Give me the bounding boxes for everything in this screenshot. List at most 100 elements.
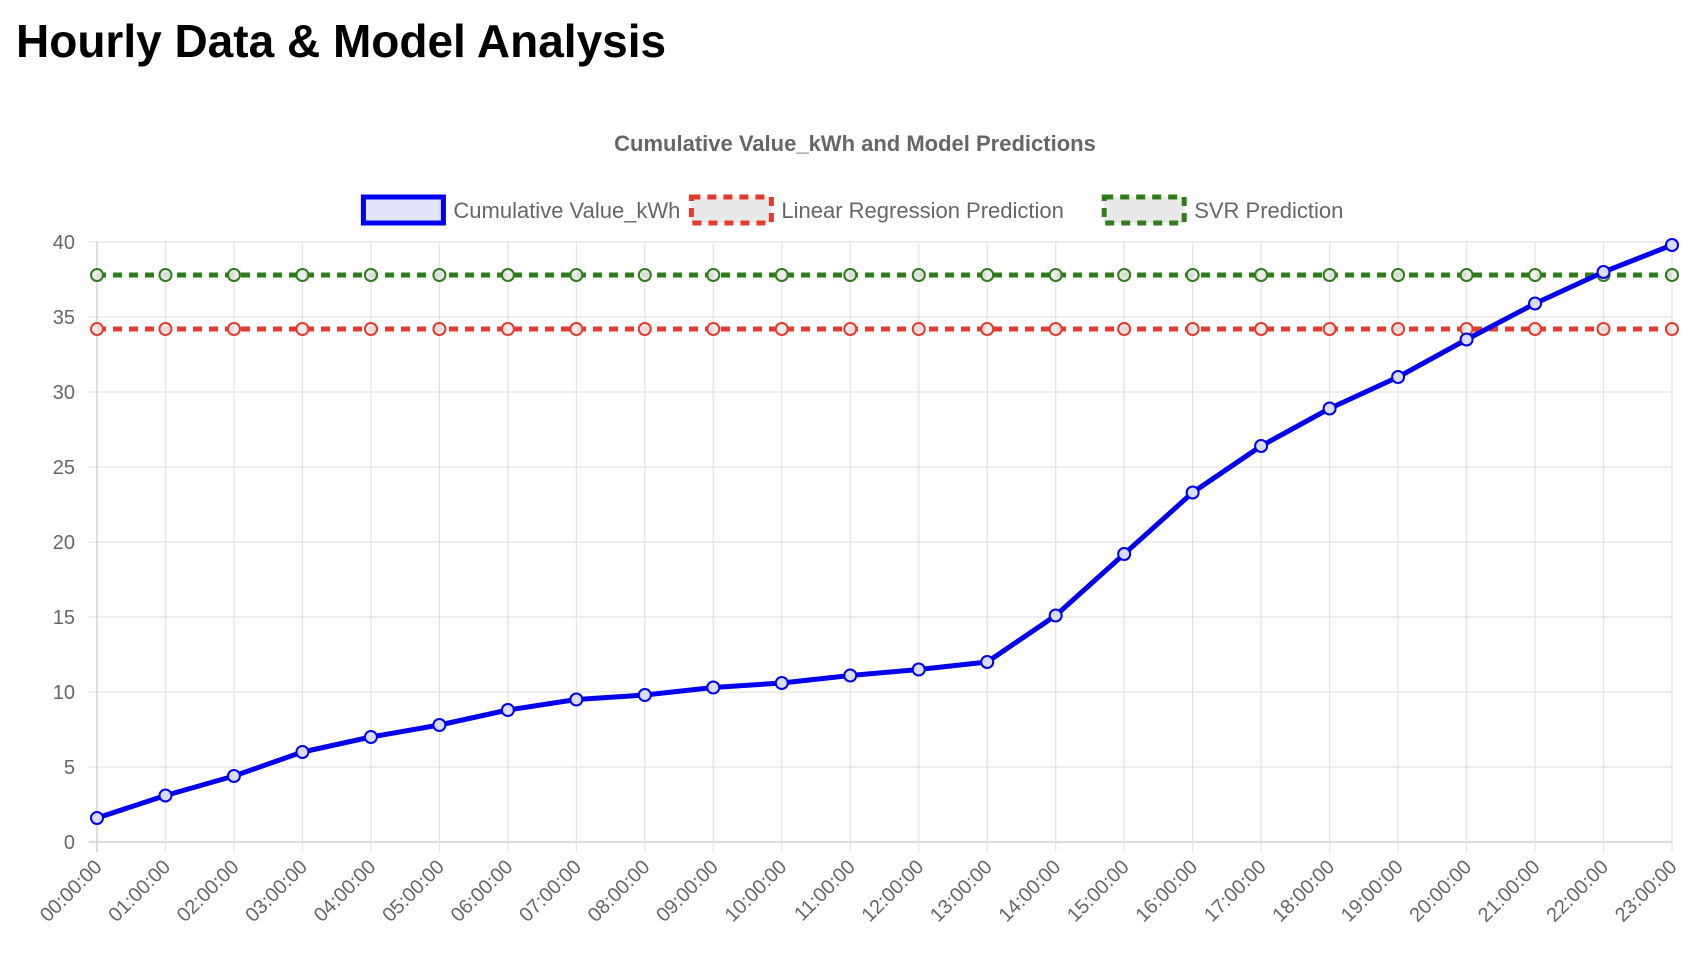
- data-point-0[interactable]: [706, 680, 721, 695]
- y-tick-label: 0: [64, 832, 75, 854]
- legend-item-1[interactable]: Linear Regression Prediction: [688, 194, 1064, 226]
- data-point-1[interactable]: [363, 322, 378, 336]
- data-point-2[interactable]: [637, 268, 652, 282]
- x-tick-label: 09:00:00: [652, 856, 723, 927]
- x-tick-label: 03:00:00: [241, 856, 312, 927]
- data-point-2[interactable]: [500, 268, 515, 282]
- data-point-1[interactable]: [1254, 322, 1269, 336]
- data-point-0[interactable]: [1596, 265, 1611, 279]
- data-point-2[interactable]: [363, 268, 378, 282]
- data-point-1[interactable]: [1665, 322, 1679, 336]
- data-point-0[interactable]: [1391, 370, 1406, 384]
- data-point-2[interactable]: [432, 268, 447, 282]
- x-tick-label: 17:00:00: [1200, 856, 1271, 927]
- data-point-0[interactable]: [1185, 485, 1200, 500]
- data-point-2[interactable]: [1528, 268, 1543, 282]
- data-point-1[interactable]: [1528, 322, 1543, 336]
- data-point-1[interactable]: [90, 322, 104, 336]
- x-tick-label: 06:00:00: [447, 856, 518, 927]
- data-point-2[interactable]: [1459, 268, 1474, 282]
- data-point-2[interactable]: [1117, 268, 1132, 282]
- data-point-0[interactable]: [1322, 401, 1337, 416]
- data-point-2[interactable]: [226, 268, 241, 282]
- y-tick-label: 25: [53, 457, 75, 479]
- data-point-0[interactable]: [1459, 332, 1474, 347]
- data-point-0[interactable]: [90, 811, 104, 825]
- data-point-1[interactable]: [432, 322, 447, 336]
- data-point-2[interactable]: [1322, 268, 1337, 282]
- data-point-0[interactable]: [363, 730, 378, 744]
- data-point-2[interactable]: [911, 268, 926, 282]
- data-point-1[interactable]: [706, 322, 721, 336]
- data-point-1[interactable]: [226, 322, 241, 336]
- data-point-0[interactable]: [843, 668, 858, 683]
- data-point-1[interactable]: [1117, 322, 1132, 336]
- data-point-0[interactable]: [1665, 238, 1679, 252]
- y-tick-label: 35: [53, 307, 75, 329]
- data-point-2[interactable]: [843, 268, 858, 282]
- legend-item-0[interactable]: Cumulative Value_kWh: [360, 194, 680, 226]
- legend-label: Linear Regression Prediction: [781, 198, 1064, 223]
- x-tick-label: 02:00:00: [173, 856, 244, 927]
- x-tick-label: 20:00:00: [1405, 856, 1476, 927]
- data-point-2[interactable]: [774, 268, 789, 282]
- x-tick-label: 15:00:00: [1063, 856, 1134, 927]
- x-tick-label: 04:00:00: [310, 856, 381, 927]
- data-point-2[interactable]: [1665, 268, 1679, 282]
- data-point-0[interactable]: [1117, 547, 1132, 561]
- data-point-0[interactable]: [774, 676, 789, 690]
- x-tick-label: 21:00:00: [1474, 856, 1545, 927]
- y-tick-label: 10: [53, 682, 75, 704]
- legend-swatch: [1101, 194, 1187, 226]
- data-point-1[interactable]: [569, 322, 584, 336]
- data-point-0[interactable]: [432, 718, 447, 732]
- data-point-0[interactable]: [1528, 296, 1543, 311]
- data-point-1[interactable]: [980, 322, 995, 336]
- data-point-2[interactable]: [1048, 268, 1063, 282]
- data-point-2[interactable]: [1391, 268, 1406, 282]
- x-tick-label: 16:00:00: [1132, 856, 1203, 927]
- data-point-0[interactable]: [500, 703, 515, 717]
- data-point-0[interactable]: [980, 655, 995, 669]
- data-point-0[interactable]: [1254, 439, 1269, 453]
- data-point-0[interactable]: [158, 788, 173, 803]
- legend-item-2[interactable]: SVR Prediction: [1101, 194, 1343, 226]
- data-point-0[interactable]: [637, 688, 652, 702]
- data-point-0[interactable]: [569, 692, 584, 707]
- data-point-1[interactable]: [774, 322, 789, 336]
- data-point-2[interactable]: [158, 268, 173, 282]
- data-point-0[interactable]: [1048, 608, 1063, 623]
- data-point-1[interactable]: [1185, 322, 1200, 336]
- data-point-1[interactable]: [843, 322, 858, 336]
- data-point-2[interactable]: [1185, 268, 1200, 282]
- series-line-0: [96, 242, 1673, 821]
- data-point-1[interactable]: [500, 322, 515, 336]
- grid-lines: [89, 241, 1673, 852]
- x-tick-label: 23:00:00: [1611, 856, 1682, 927]
- data-point-1[interactable]: [1322, 322, 1337, 336]
- series-layer: [90, 238, 1679, 825]
- y-tick-label: 40: [53, 232, 75, 254]
- data-point-1[interactable]: [911, 322, 926, 336]
- y-axis: 0 5 10 15 20 25 30 35 40: [53, 232, 75, 854]
- x-tick-label: 05:00:00: [378, 856, 449, 927]
- data-point-2[interactable]: [706, 268, 721, 282]
- data-point-1[interactable]: [1391, 322, 1406, 336]
- data-point-2[interactable]: [90, 268, 104, 282]
- data-point-2[interactable]: [569, 268, 584, 282]
- data-point-2[interactable]: [1254, 268, 1269, 282]
- data-point-1[interactable]: [637, 322, 652, 336]
- data-point-0[interactable]: [295, 745, 310, 759]
- data-point-1[interactable]: [295, 322, 310, 336]
- data-point-2[interactable]: [295, 268, 310, 282]
- data-point-2[interactable]: [980, 268, 995, 282]
- y-tick-label: 15: [53, 607, 75, 629]
- page-title: Hourly Data & Model Analysis: [16, 15, 667, 67]
- x-tick-label: 18:00:00: [1269, 856, 1340, 927]
- data-point-0[interactable]: [226, 769, 241, 783]
- data-point-1[interactable]: [1596, 322, 1611, 336]
- data-point-1[interactable]: [1048, 322, 1063, 336]
- data-point-0[interactable]: [911, 662, 926, 677]
- data-point-1[interactable]: [158, 322, 173, 336]
